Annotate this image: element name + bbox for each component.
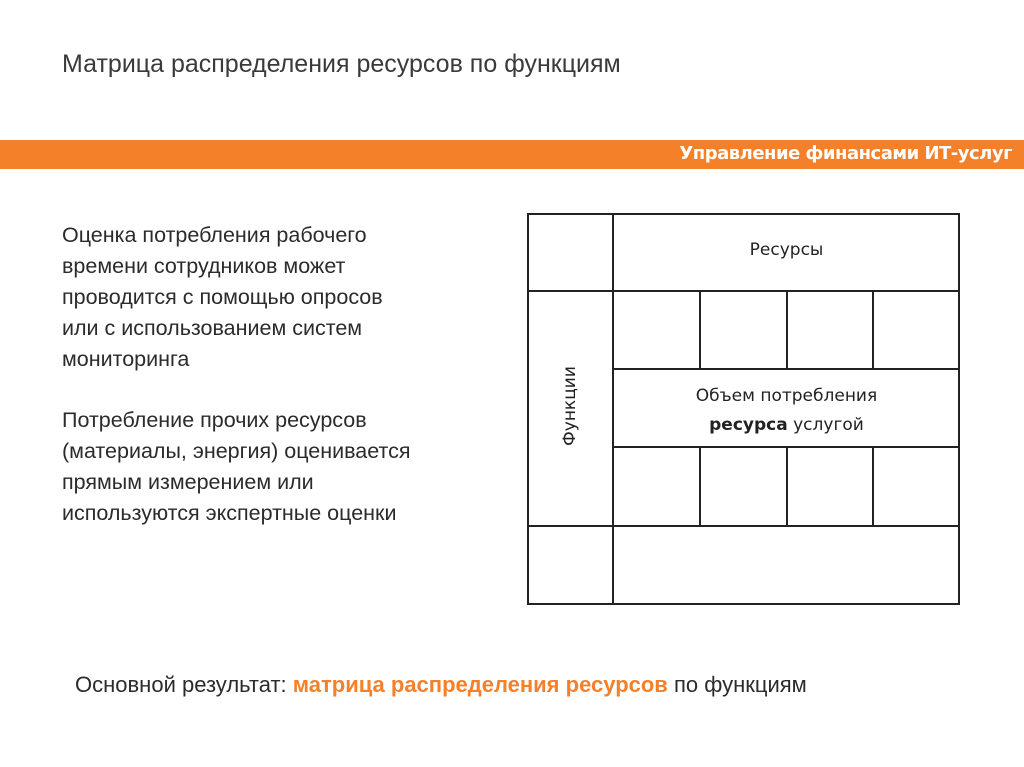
matrix-border (527, 213, 529, 605)
text-line: времени сотрудников может (62, 254, 346, 278)
matrix-border (527, 603, 960, 605)
center-cell-text: Объем потребления ресурса услугой (613, 382, 960, 440)
resource-function-matrix: Ресурсы Функции Объем потребления ресурс… (527, 213, 960, 605)
section-band: Управление финансами ИТ-услуг (0, 140, 1024, 169)
paragraph-1: Оценка потребления рабочего времени сотр… (62, 220, 383, 375)
result-highlight: матрица распределения ресурсов (292, 672, 668, 697)
matrix-line (527, 290, 960, 292)
result-suffix: по функциям (667, 672, 807, 697)
main-result: Основной результат: матрица распределени… (75, 672, 807, 698)
center-bold: ресурса (709, 415, 788, 435)
center-line-1: Объем потребления (695, 386, 878, 406)
column-header-resources: Ресурсы (749, 240, 824, 260)
slide-title: Матрица распределения ресурсов по функци… (62, 50, 621, 78)
section-band-label: Управление финансами ИТ-услуг (679, 143, 1012, 164)
result-prefix: Основной результат: (75, 672, 293, 697)
matrix-line (872, 447, 874, 526)
matrix-line (699, 447, 701, 526)
matrix-border (958, 213, 960, 605)
text-line: прямым измерением или (62, 470, 314, 494)
row-header-functions: Функции (560, 366, 580, 446)
text-line: используются экспертные оценки (62, 501, 397, 525)
matrix-line (612, 213, 614, 605)
text-line: мониторинга (62, 347, 190, 371)
matrix-line (786, 447, 788, 526)
matrix-line (872, 291, 874, 369)
matrix-line (786, 291, 788, 369)
text-line: или с использованием систем (62, 316, 363, 340)
text-line: Потребление прочих ресурсов (62, 408, 367, 432)
text-line: проводится с помощью опросов (62, 285, 383, 309)
paragraph-2: Потребление прочих ресурсов (материалы, … (62, 405, 411, 529)
text-line: (материалы, энергия) оценивается (62, 439, 411, 463)
matrix-line (527, 525, 960, 527)
text-line: Оценка потребления рабочего (62, 223, 367, 247)
center-rest: услугой (787, 415, 864, 435)
matrix-border (527, 213, 960, 215)
center-line-2: ресурса услугой (613, 411, 960, 440)
matrix-line (613, 368, 960, 370)
matrix-line (699, 291, 701, 369)
